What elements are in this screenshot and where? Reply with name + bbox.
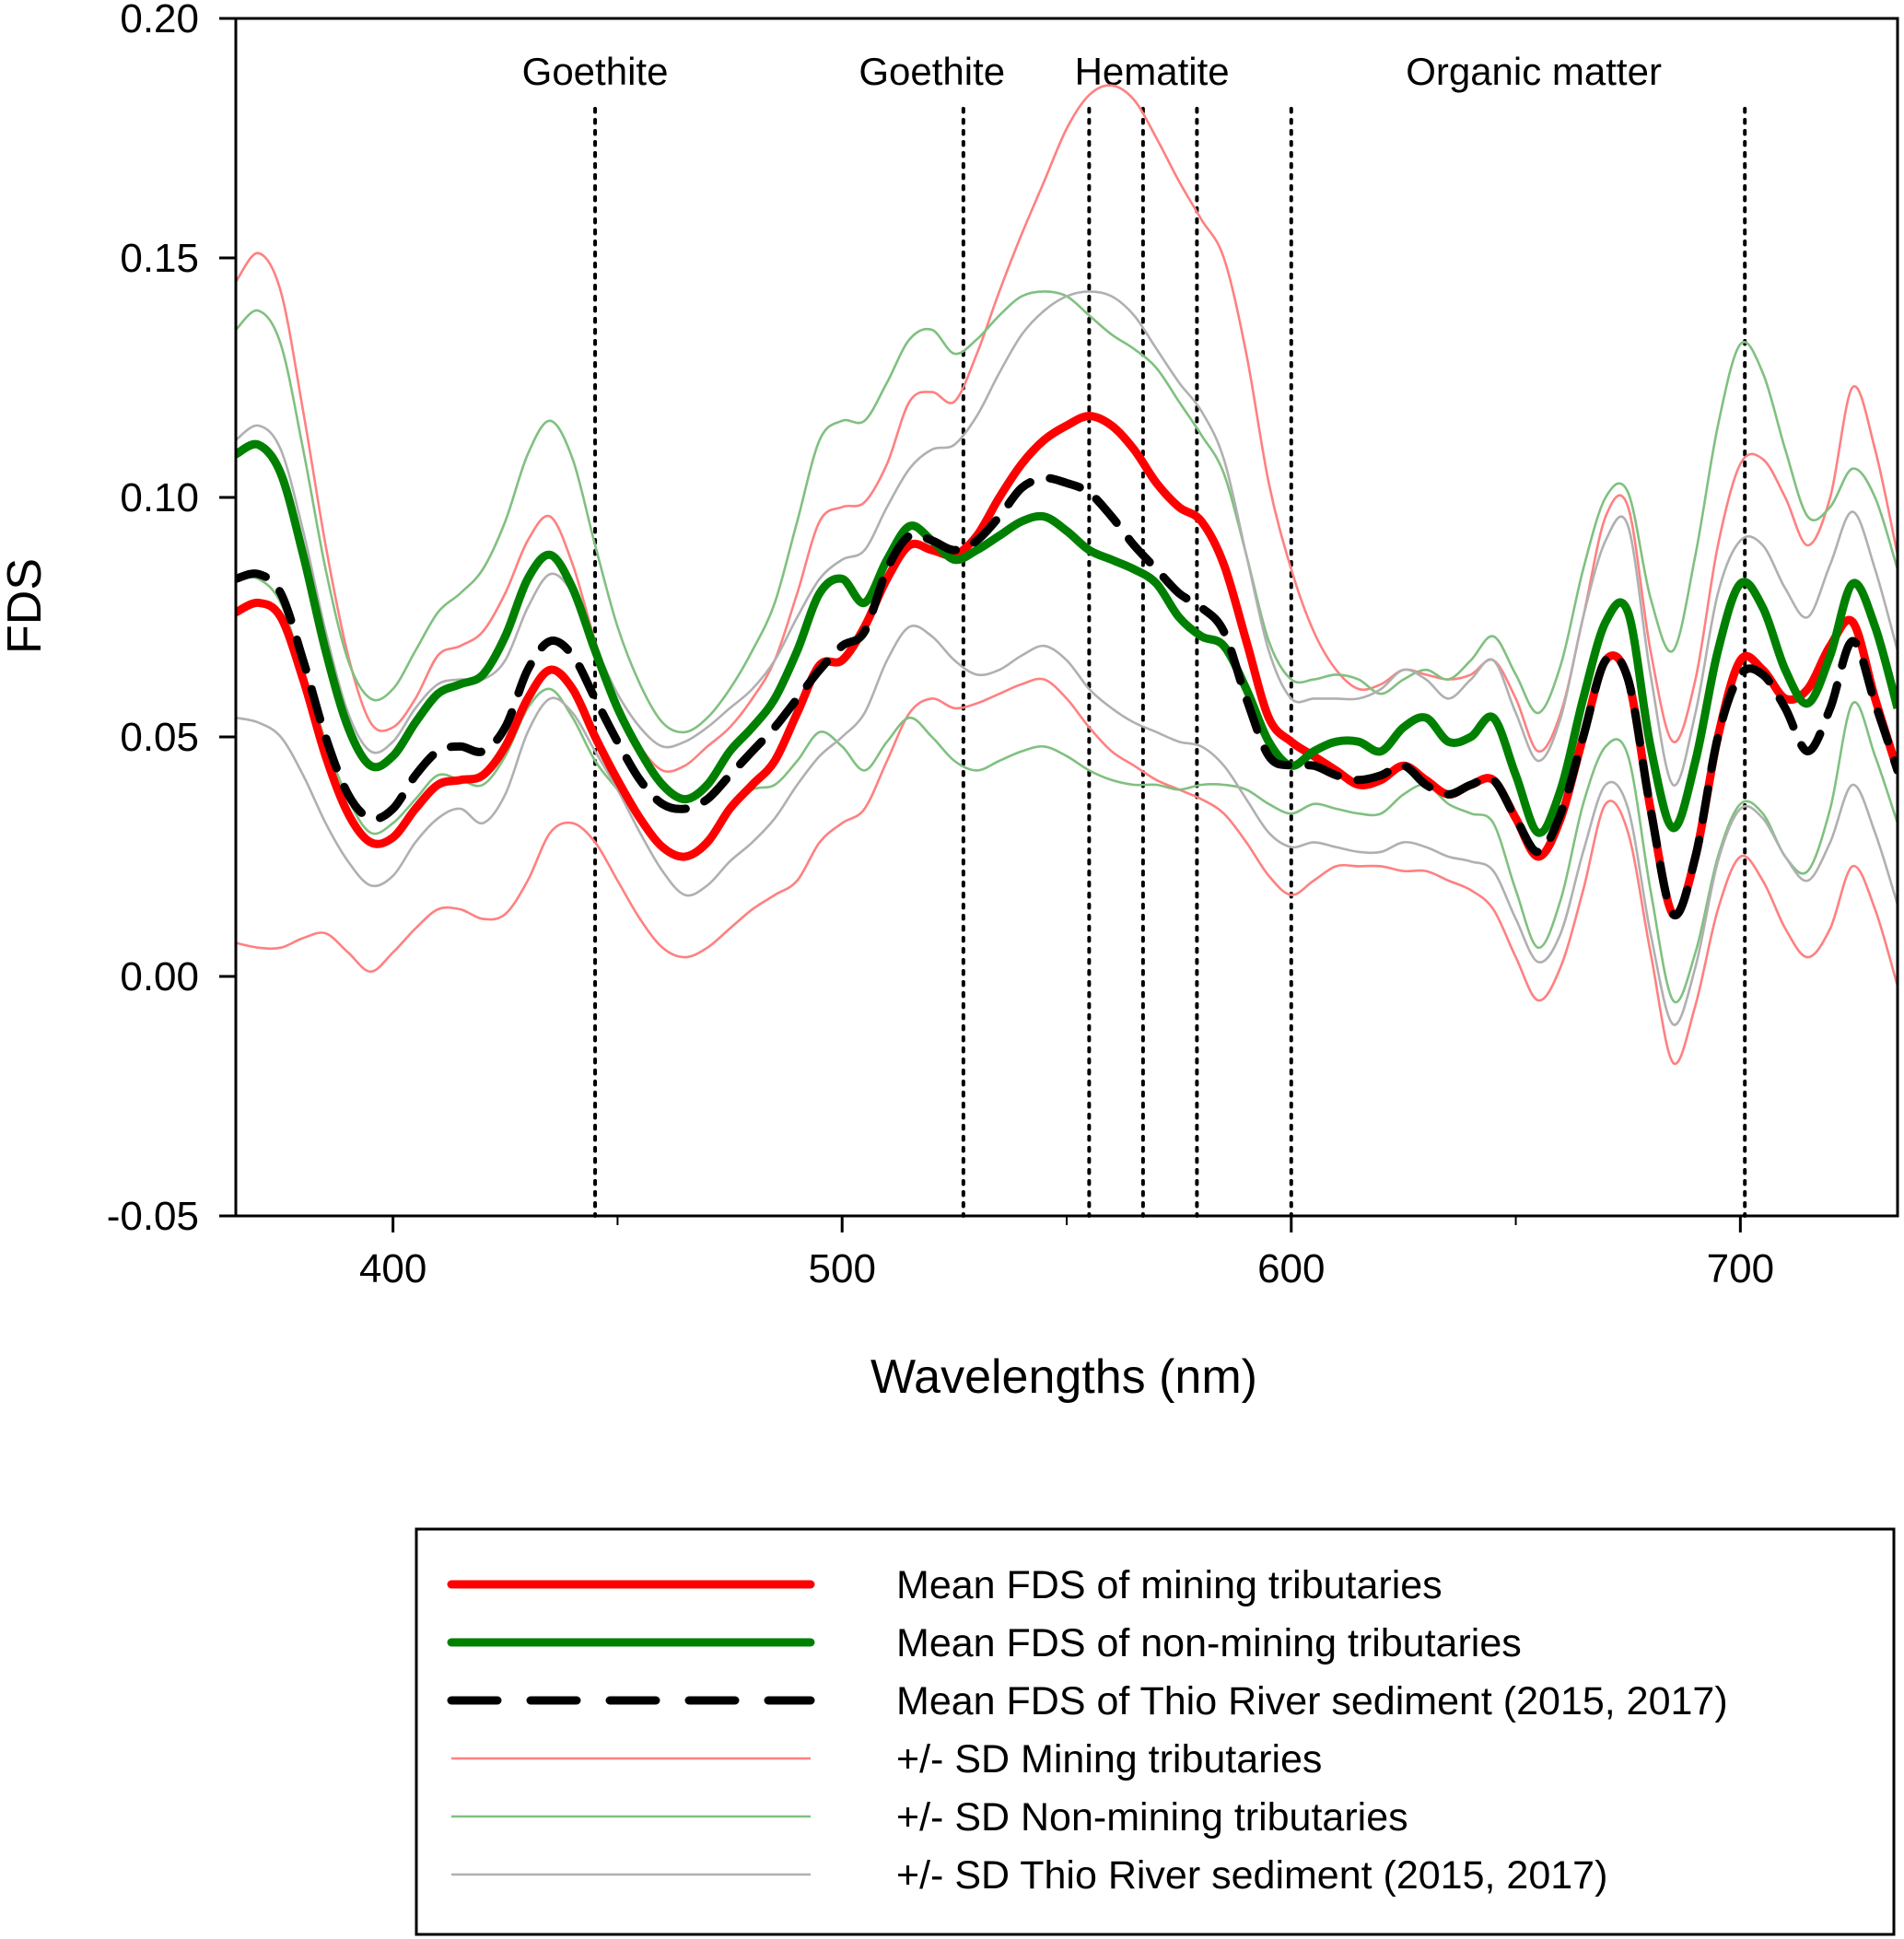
x-tick-label-3: 700 (1707, 1246, 1774, 1291)
legend-label-2: Mean FDS of Thio River sediment (2015, 2… (896, 1679, 1728, 1723)
legend-label-3: +/- SD Mining tributaries (896, 1737, 1322, 1781)
plot-area: Goethite Goethite Hematite Organic matter 40… (107, 0, 1899, 1291)
series-line-2 (236, 473, 1898, 920)
series-line-4 (236, 677, 1898, 1066)
x-tick-label-2: 600 (1257, 1246, 1325, 1291)
y-tick-label-3: 0.10 (120, 475, 199, 520)
series-line-1 (236, 439, 1898, 837)
series-line-7 (236, 290, 1898, 787)
series-line-5 (236, 290, 1898, 734)
x-tick-label-1: 500 (809, 1246, 876, 1291)
y-tick-label-2: 0.05 (120, 715, 199, 760)
y-tick-label-5: 0.20 (120, 0, 199, 41)
legend-frame (415, 1527, 1896, 1936)
annotation-label-0: Goethite (522, 50, 669, 93)
annotation-label-1: Goethite (859, 50, 1005, 93)
x-axis-title: Wavelengths (nm) (870, 1350, 1257, 1404)
annotation-label-3: Organic matter (1406, 50, 1662, 93)
y-tick-label-0: -0.05 (107, 1194, 199, 1239)
series-line-3 (236, 84, 1898, 773)
y-tick-label-1: 0.00 (120, 954, 199, 999)
series-group (236, 84, 1898, 1066)
legend-label-4: +/- SD Non-mining tributaries (896, 1795, 1408, 1840)
y-tick-label-4: 0.15 (120, 236, 199, 281)
legend-label-1: Mean FDS of non-mining tributaries (896, 1621, 1522, 1665)
y-axis-title: FDS (0, 558, 52, 654)
legend-label-5: +/- SD Thio River sediment (2015, 2017) (896, 1853, 1607, 1898)
legend: Mean FDS of mining tributaries Mean FDS o… (415, 1527, 1896, 1936)
x-tick-label-0: 400 (359, 1246, 426, 1291)
series-line-8 (236, 625, 1898, 1026)
plot-frame (234, 17, 1899, 1218)
annotation-label-2: Hematite (1075, 50, 1230, 93)
legend-label-0: Mean FDS of mining tributaries (896, 1563, 1443, 1607)
